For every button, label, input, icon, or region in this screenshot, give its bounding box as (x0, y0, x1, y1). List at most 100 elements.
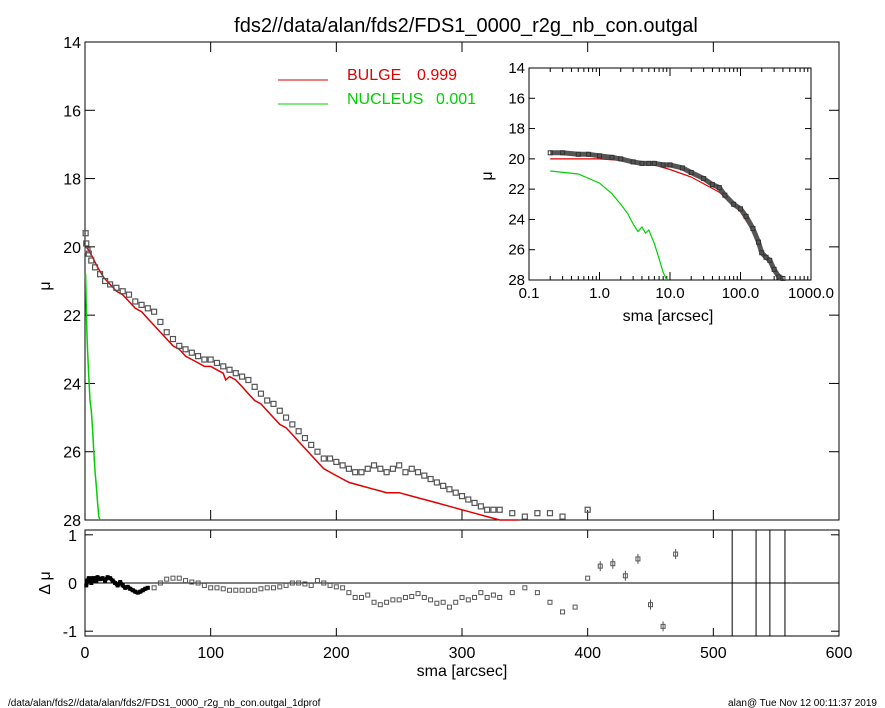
residual-dense-point (135, 590, 140, 595)
main-data-point (427, 475, 434, 483)
residual-dense-point (98, 577, 103, 582)
main-data-point (477, 503, 484, 510)
residual-data-point (453, 599, 459, 605)
main-plot: 14 16 18 20 22 24 26 28 μ BULGE 0.999 NUCLEUS 0… (37, 35, 840, 530)
residual-data-point (308, 582, 314, 588)
inset-data-point (547, 150, 553, 156)
inset-data-point (701, 176, 707, 182)
residual-reference-lines (85, 530, 839, 636)
inset-y-tick-label: 28 (508, 272, 525, 289)
inset-data-point (759, 250, 765, 256)
residual-dense-point (120, 583, 125, 588)
residual-data-point (321, 580, 327, 586)
inset-x-tick-label: 100.0 (722, 285, 760, 302)
residual-x-tick-label: 200 (323, 645, 350, 662)
main-data-point (339, 462, 346, 469)
main-data-point (82, 230, 89, 237)
inset-x-axis: 0.1 1.0 10.0 100.0 1000.0 (519, 68, 834, 302)
main-data-point (320, 455, 327, 462)
inset-data-point (679, 165, 685, 171)
residual-dense-point (113, 581, 118, 585)
inset-y-tick-label: 14 (508, 60, 525, 77)
residual-data-point (497, 594, 503, 600)
main-data-point (138, 301, 145, 308)
inset-plot-frame (528, 67, 812, 281)
main-data-point (326, 455, 334, 462)
main-data-point (85, 250, 92, 257)
residual-data-point (465, 597, 471, 603)
main-data-point (396, 462, 403, 469)
inset-data-point (738, 206, 743, 212)
main-data-point (408, 465, 415, 472)
inset-data-point (755, 239, 761, 245)
residual-data-point (189, 579, 195, 585)
residual-dense-point (105, 575, 110, 580)
main-y-tick-label: 14 (63, 35, 81, 52)
residual-x-axis-label: sma [arcsec] (417, 663, 508, 680)
main-data-point (377, 465, 384, 472)
main-data-point (195, 353, 202, 360)
residual-data-point (214, 585, 220, 591)
inset-data-point (667, 162, 673, 168)
residual-data-point (472, 594, 478, 600)
residual-data-point (195, 580, 201, 586)
residual-dense-point (84, 583, 89, 588)
main-y-axis-label: μ (37, 281, 54, 290)
residual-dense-point (145, 585, 150, 590)
inset-data-point (639, 160, 645, 166)
main-data-point (91, 264, 99, 271)
inset-data-point (743, 213, 749, 219)
main-data-point (264, 397, 271, 404)
residual-data-point (509, 590, 515, 596)
residual-data-point (390, 597, 396, 603)
residual-x-tick-label: 600 (826, 645, 853, 662)
residual-data-point (673, 551, 679, 557)
main-data-point (107, 281, 114, 288)
residual-dense-point (86, 576, 91, 581)
main-y-tick-label: 20 (63, 240, 81, 257)
residual-data-point (245, 587, 251, 593)
residual-data-point (434, 600, 440, 606)
main-data-point (484, 506, 491, 513)
legend-bulge-value: 0.999 (417, 67, 457, 84)
residual-data-point (484, 594, 490, 600)
footer-right: alan@ Tue Nov 12 00:11:37 2019 (728, 698, 877, 708)
residual-y-tick-label: -1 (63, 624, 77, 641)
residual-data-point (201, 582, 207, 588)
main-data-point (301, 434, 309, 442)
inset-data-point (586, 151, 592, 157)
inset-data-point (597, 153, 602, 159)
main-data-point (314, 448, 321, 455)
residual-plot: 10-1 0 100 200 300 400 500 600 Δ μ sma [arcsec… (37, 528, 852, 680)
residual-dense-point (108, 576, 113, 581)
inset-y-tick-label: 26 (508, 242, 525, 259)
residual-data-point (289, 580, 295, 586)
main-data-point (169, 335, 177, 343)
main-data-point (270, 400, 277, 408)
residual-dense-point (93, 576, 98, 581)
residual-dense-point (89, 581, 94, 585)
legend-bulge-name: BULGE (347, 67, 401, 84)
main-data-point (345, 465, 352, 472)
main-series (82, 230, 591, 521)
main-data-point (163, 329, 170, 336)
main-data-point (257, 390, 265, 397)
residual-dense-point (85, 578, 90, 583)
main-data-point (207, 356, 214, 363)
residual-data-point (183, 578, 189, 584)
inset-data-point (688, 169, 694, 175)
main-data-point (308, 441, 315, 448)
residual-data-point (258, 586, 264, 592)
residual-dense-point (88, 578, 93, 583)
residual-data-point (440, 599, 446, 605)
main-data-point (245, 376, 252, 384)
main-data-point (333, 458, 340, 466)
residual-data-point (622, 573, 628, 579)
residual-data-point (333, 584, 339, 590)
main-data-point (465, 496, 472, 503)
main-data-point (509, 510, 516, 517)
residual-data-point (327, 582, 333, 588)
inset-data-point (771, 266, 777, 272)
main-data-point (113, 284, 120, 291)
residual-data-point (415, 591, 421, 597)
